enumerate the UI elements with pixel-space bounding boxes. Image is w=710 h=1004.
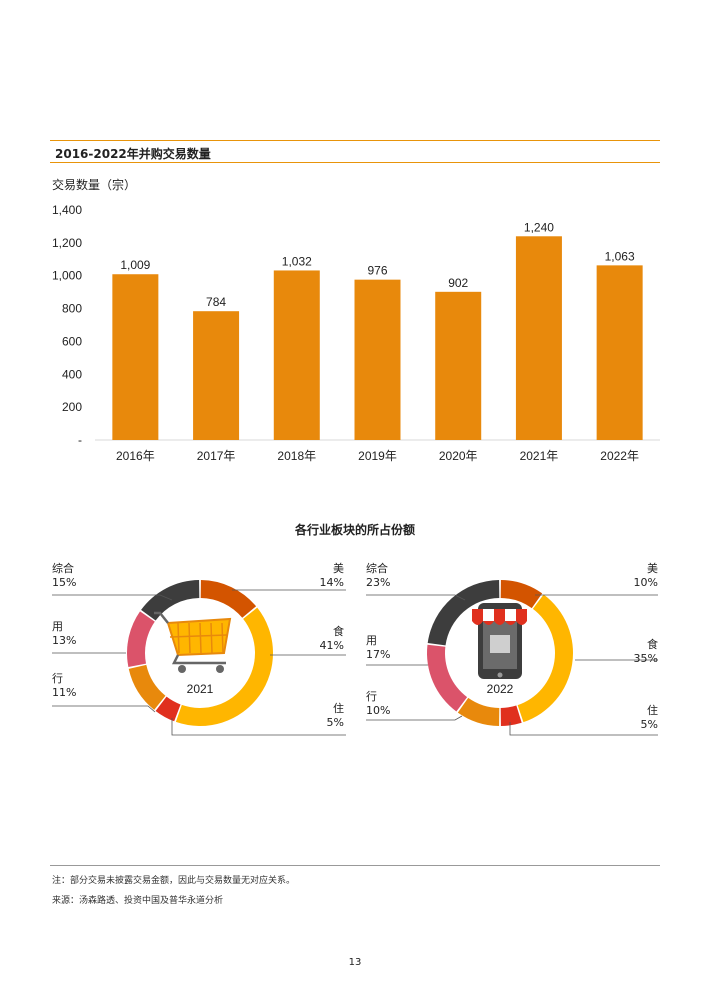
label-2022-shi: 食 35% bbox=[614, 638, 658, 666]
label-pct: 41% bbox=[319, 639, 344, 652]
label-2022-mei: 美 10% bbox=[614, 562, 658, 590]
label-name: 行 bbox=[366, 690, 377, 703]
donut-slice-yong bbox=[126, 611, 155, 668]
label-name: 综合 bbox=[366, 562, 388, 575]
label-name: 综合 bbox=[52, 562, 74, 575]
label-pct: 35% bbox=[633, 652, 658, 665]
label-pct: 5% bbox=[640, 718, 658, 731]
label-pct: 17% bbox=[366, 648, 391, 661]
donut-slice-zonghe bbox=[427, 580, 500, 646]
y-tick-label: 1,400 bbox=[52, 203, 82, 217]
leader-line bbox=[366, 594, 466, 601]
y-tick-label: 200 bbox=[62, 400, 82, 414]
label-pct: 13% bbox=[52, 634, 77, 647]
bar-value-label: 902 bbox=[448, 276, 468, 290]
pie-section-title: 各行业板块的所占份额 bbox=[294, 523, 415, 537]
y-tick-label: 1,000 bbox=[52, 269, 82, 283]
label-name: 住 bbox=[333, 702, 344, 715]
mobile-store-icon bbox=[472, 603, 527, 679]
y-tick-label: 600 bbox=[62, 334, 82, 348]
bar-value-label: 1,240 bbox=[524, 220, 554, 234]
label-pct: 14% bbox=[319, 576, 344, 589]
leader-line bbox=[52, 705, 156, 713]
footer-rule bbox=[50, 865, 660, 866]
page-number: 13 bbox=[348, 957, 362, 968]
y-tick-label: - bbox=[78, 433, 82, 447]
label-2022-xing: 行 10% bbox=[366, 690, 390, 718]
x-tick-label: 2016年 bbox=[116, 449, 155, 463]
label-pct: 10% bbox=[633, 576, 658, 589]
label-name: 美 bbox=[333, 562, 344, 575]
donut-center-label: 2021 bbox=[187, 682, 214, 696]
x-tick-label: 2018年 bbox=[277, 449, 316, 463]
y-tick-label: 1,200 bbox=[52, 236, 82, 250]
bar-value-label: 1,063 bbox=[605, 249, 635, 263]
x-tick-label: 2017年 bbox=[197, 449, 236, 463]
bar bbox=[354, 279, 401, 440]
donut-slice-zonghe bbox=[141, 580, 200, 621]
label-name: 行 bbox=[52, 672, 63, 685]
x-tick-label: 2020年 bbox=[439, 449, 478, 463]
donut-slice-mei bbox=[200, 580, 257, 618]
donut-slice-shi bbox=[517, 594, 573, 723]
bar-value-label: 1,009 bbox=[120, 258, 150, 272]
label-2021-zhu: 住 5% bbox=[300, 702, 344, 730]
x-tick-label: 2022年 bbox=[600, 449, 639, 463]
label-name: 食 bbox=[333, 625, 344, 638]
donut-slice-zhu bbox=[500, 705, 522, 726]
x-tick-label: 2019年 bbox=[358, 449, 397, 463]
label-2021-mei: 美 14% bbox=[300, 562, 344, 590]
bar-value-label: 1,032 bbox=[282, 254, 312, 268]
leader-line bbox=[171, 718, 346, 736]
bar-chart-ylabel: 交易数量（宗） bbox=[52, 178, 137, 192]
leader-line bbox=[509, 722, 658, 736]
leader-line bbox=[366, 715, 463, 721]
label-2021-xing: 行 11% bbox=[52, 672, 76, 700]
label-pct: 15% bbox=[52, 576, 77, 589]
leader-line bbox=[52, 594, 173, 601]
bar-value-label: 784 bbox=[206, 295, 226, 309]
header-rule-top bbox=[50, 140, 660, 141]
label-name: 住 bbox=[647, 704, 658, 717]
donut-slice-xing bbox=[128, 664, 166, 710]
bar bbox=[273, 270, 320, 440]
label-2022-zhu: 住 5% bbox=[614, 704, 658, 732]
label-2021-zonghe: 综合 15% bbox=[52, 562, 76, 590]
section-title: 2016-2022年并购交易数量 bbox=[55, 147, 211, 161]
shopping-cart-icon bbox=[154, 611, 232, 673]
bar-chart: 1,400 1,200 1,000 800 600 400 200 - 1,009 2016年 78… bbox=[52, 203, 660, 463]
label-pct: 10% bbox=[366, 704, 391, 717]
label-name: 美 bbox=[647, 562, 658, 575]
header-rule-bottom bbox=[50, 162, 660, 163]
donut-slice-xing bbox=[457, 697, 500, 726]
label-name: 用 bbox=[52, 620, 63, 633]
donut-slice-zhu bbox=[155, 696, 181, 722]
label-2021-shi: 食 41% bbox=[300, 625, 344, 653]
donut-slice-yong bbox=[426, 644, 468, 712]
label-2022-zonghe: 综合 23% bbox=[366, 562, 390, 590]
label-name: 用 bbox=[366, 634, 377, 647]
source-note: 来源：汤森路透、投资中国及普华永道分析 bbox=[52, 896, 224, 906]
bar-value-label: 976 bbox=[367, 264, 387, 278]
bar bbox=[596, 265, 643, 440]
y-tick-label: 800 bbox=[62, 302, 82, 316]
bar bbox=[112, 274, 159, 440]
label-pct: 23% bbox=[366, 576, 391, 589]
x-tick-label: 2021年 bbox=[520, 449, 559, 463]
footnote: 注：部分交易未披露交易金额，因此与交易数量无对应关系。 bbox=[52, 876, 296, 886]
bar bbox=[193, 311, 240, 440]
donut-center-label: 2022 bbox=[487, 682, 514, 696]
label-2022-yong: 用 17% bbox=[366, 634, 390, 662]
label-pct: 11% bbox=[52, 686, 77, 699]
label-2021-yong: 用 13% bbox=[52, 620, 76, 648]
label-name: 食 bbox=[647, 638, 658, 651]
label-pct: 5% bbox=[326, 716, 344, 729]
donut-slice-mei bbox=[500, 580, 543, 609]
y-tick-label: 400 bbox=[62, 367, 82, 381]
bar bbox=[515, 236, 562, 440]
donut-slice-shi bbox=[175, 607, 273, 726]
bar bbox=[435, 291, 482, 440]
donut-charts: 2021 2022 bbox=[52, 580, 658, 736]
